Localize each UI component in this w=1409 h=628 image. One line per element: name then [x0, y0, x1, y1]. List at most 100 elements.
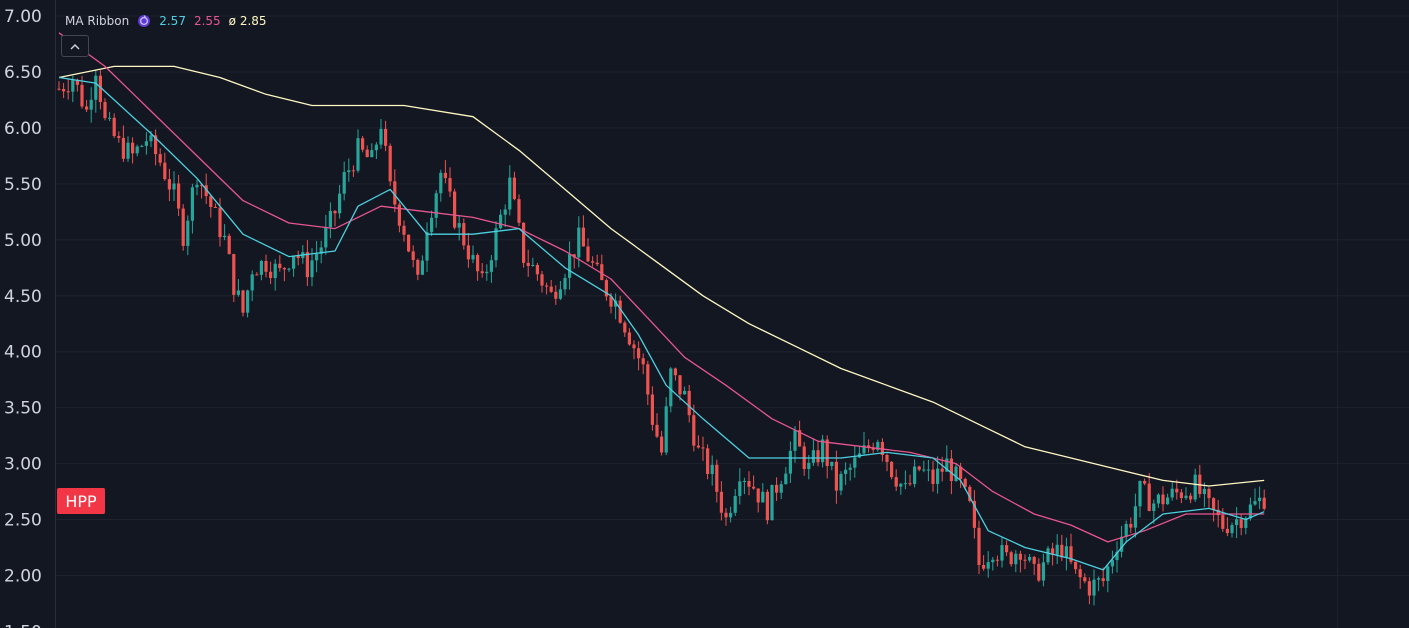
- indicator-legend[interactable]: MA Ribbon 2.57 2.55 ø 2.85: [65, 12, 275, 30]
- candle-body: [296, 255, 300, 259]
- candle-body: [282, 268, 286, 270]
- chevron-up-icon: [70, 43, 80, 49]
- candle-body: [982, 565, 986, 569]
- candle-body: [89, 99, 93, 110]
- candle-body: [1014, 553, 1018, 565]
- candle-body: [1156, 494, 1160, 504]
- candle-body: [1124, 523, 1128, 537]
- candle-body: [595, 262, 599, 265]
- candle-body: [439, 172, 443, 194]
- y-axis-tick-label: 2.50: [4, 511, 42, 531]
- candle-body: [701, 447, 705, 449]
- candle-body: [1009, 552, 1013, 565]
- candle-body: [172, 183, 176, 190]
- candle-body: [453, 191, 457, 228]
- y-axis-tick-label: 3.00: [4, 455, 42, 475]
- candle-body: [522, 222, 526, 263]
- candle-body: [890, 461, 894, 478]
- candle-body: [57, 88, 61, 90]
- y-axis-tick-label: 4.50: [4, 287, 42, 307]
- candle-body: [177, 183, 181, 209]
- candle-body: [936, 468, 940, 484]
- candlestick-series: [57, 69, 1266, 606]
- candle-body: [430, 217, 434, 233]
- candle-body: [839, 473, 843, 491]
- candle-body: [1110, 560, 1114, 567]
- candle-body: [747, 480, 751, 487]
- candle-body: [696, 445, 700, 448]
- candle-body: [1235, 519, 1239, 526]
- indicator-name: MA Ribbon: [65, 14, 130, 28]
- candle-body: [324, 227, 328, 248]
- candle-body: [1060, 544, 1064, 558]
- ribbon-cycle-icon[interactable]: [137, 14, 151, 28]
- candle-body: [407, 234, 411, 252]
- candle-body: [724, 512, 728, 518]
- candle-body: [926, 469, 930, 471]
- candle-body: [660, 436, 664, 453]
- ma-line-mid: [58, 32, 1265, 543]
- candle-body: [273, 263, 277, 279]
- candle-body: [1106, 566, 1110, 581]
- candle-body: [328, 210, 332, 228]
- candle-body: [770, 484, 774, 521]
- candle-body: [1244, 518, 1248, 528]
- candle-body: [784, 473, 788, 485]
- candle-body: [476, 255, 480, 272]
- candle-body: [1083, 577, 1087, 582]
- candle-body: [499, 214, 503, 229]
- candle-body: [844, 469, 848, 474]
- candle-body: [154, 135, 158, 155]
- collapse-legend-button[interactable]: [61, 35, 89, 57]
- candle-body: [485, 271, 489, 274]
- candle-body: [614, 300, 618, 307]
- candle-body: [1037, 563, 1041, 581]
- candle-body: [512, 177, 516, 200]
- candle-body: [531, 264, 535, 266]
- candle-body: [1087, 581, 1091, 596]
- candle-body: [503, 209, 507, 215]
- y-axis-tick-label: 6.00: [4, 119, 42, 139]
- candle-body: [577, 227, 581, 258]
- candle-body: [581, 227, 585, 247]
- candle-body: [98, 75, 102, 102]
- candle-body: [62, 88, 66, 92]
- candle-body: [733, 496, 737, 513]
- y-axis-tick-label: 1.50: [4, 622, 42, 628]
- candle-body: [903, 483, 907, 485]
- candle-body: [949, 458, 953, 482]
- candle-body: [761, 491, 765, 503]
- y-axis-tick-label: 4.00: [4, 343, 42, 363]
- candle-body: [959, 466, 963, 479]
- candle-body: [540, 274, 544, 286]
- candle-body: [793, 430, 797, 451]
- y-axis-tick-label: 7.00: [4, 7, 42, 27]
- candle-body: [1028, 556, 1032, 561]
- candle-body: [549, 286, 553, 292]
- candle-body: [945, 458, 949, 472]
- candle-body: [816, 450, 820, 463]
- candle-body: [75, 79, 79, 85]
- candle-body: [568, 254, 572, 278]
- candle-body: [618, 300, 622, 323]
- candle-body: [71, 79, 75, 92]
- grid-lines: [56, 15, 1409, 576]
- candle-body: [264, 260, 268, 272]
- candle-body: [333, 210, 337, 214]
- candle-body: [494, 228, 498, 261]
- candle-body: [121, 137, 125, 159]
- candle-body: [954, 466, 958, 482]
- candle-body: [255, 274, 259, 276]
- candle-body: [416, 259, 420, 275]
- candle-body: [241, 290, 245, 313]
- candle-body: [131, 142, 135, 154]
- candle-body: [112, 117, 116, 137]
- candle-body: [393, 181, 397, 205]
- candle-body: [894, 477, 898, 487]
- legend-value-ma-1: 2.57: [159, 14, 186, 28]
- candle-body: [646, 364, 650, 395]
- candle-body: [489, 260, 493, 272]
- candle-body: [213, 206, 217, 208]
- candle-body: [1074, 561, 1078, 570]
